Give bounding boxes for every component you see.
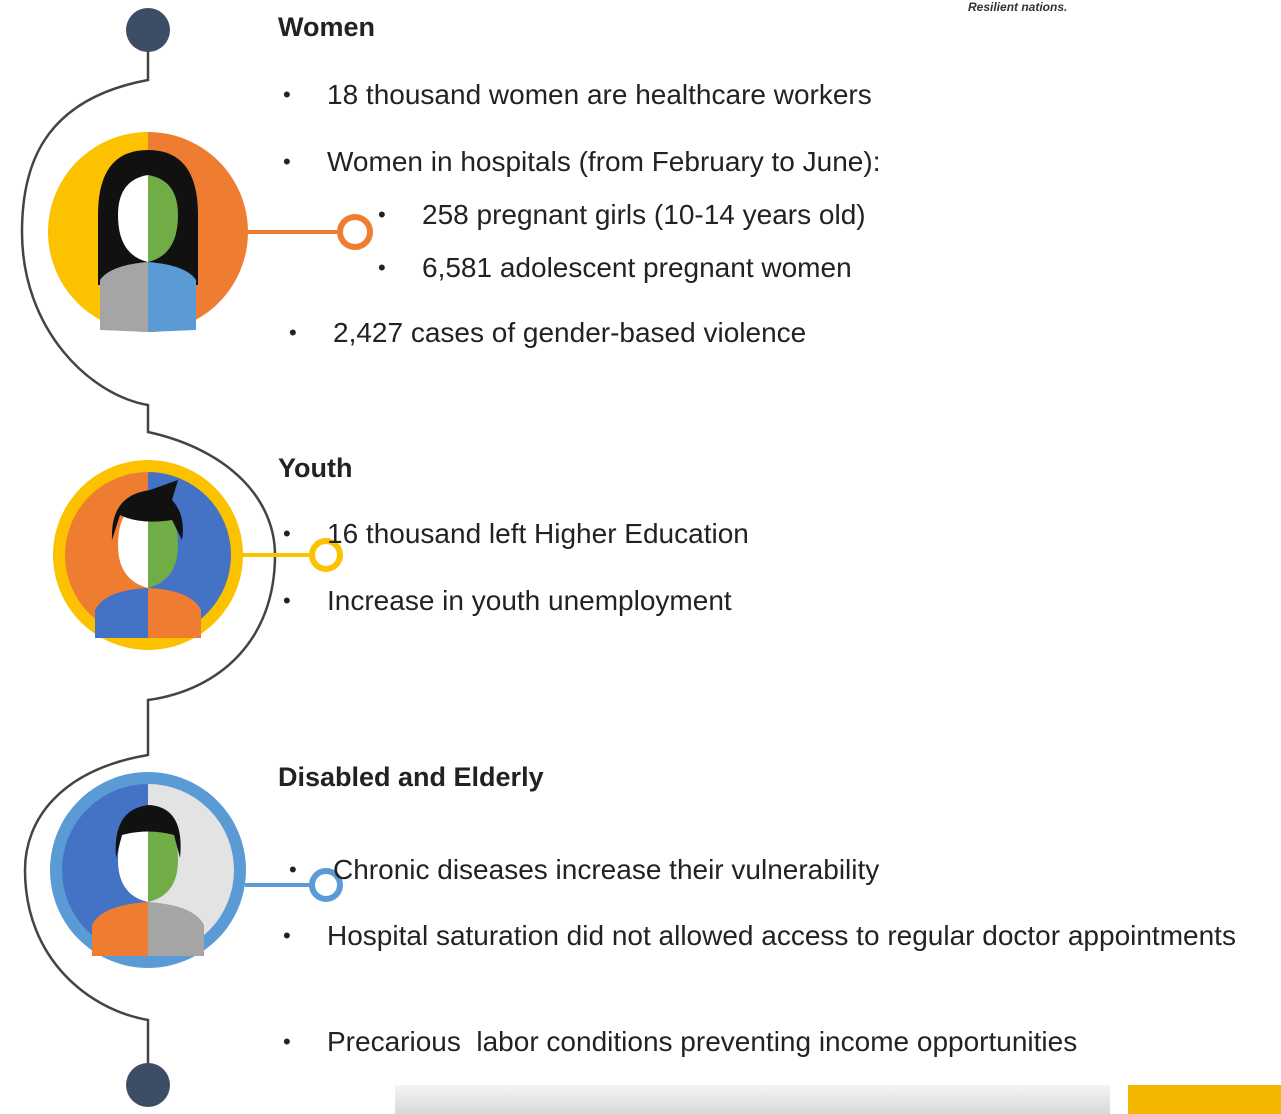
bullet-item: Increase in youth unemployment xyxy=(327,579,732,622)
bullet-item: Hospital saturation did not allowed acce… xyxy=(327,914,1257,957)
section-title: Women xyxy=(278,6,375,49)
bullet-item: Chronic diseases increase their vulnerab… xyxy=(333,848,879,891)
sub-bullet-item: 258 pregnant girls (10-14 years old) xyxy=(422,193,866,236)
bullet-item: 16 thousand left Higher Education xyxy=(327,512,749,555)
slide: Resilient nations. Women 18 thousand wome… xyxy=(0,0,1281,1114)
bullet-item: 18 thousand women are healthcare workers xyxy=(327,73,872,116)
sub-bullet-item: 6,581 adolescent pregnant women xyxy=(422,246,852,289)
logo-text: Resilient nations. xyxy=(968,0,1067,14)
bullet-item: 2,427 cases of gender-based violence xyxy=(333,311,806,354)
section-title: Youth xyxy=(278,447,352,490)
bullet-item: Precarious labor conditions preventing i… xyxy=(327,1020,1077,1063)
bullet-item: Women in hospitals (from February to Jun… xyxy=(327,140,880,183)
section-title: Disabled and Elderly xyxy=(278,756,544,799)
